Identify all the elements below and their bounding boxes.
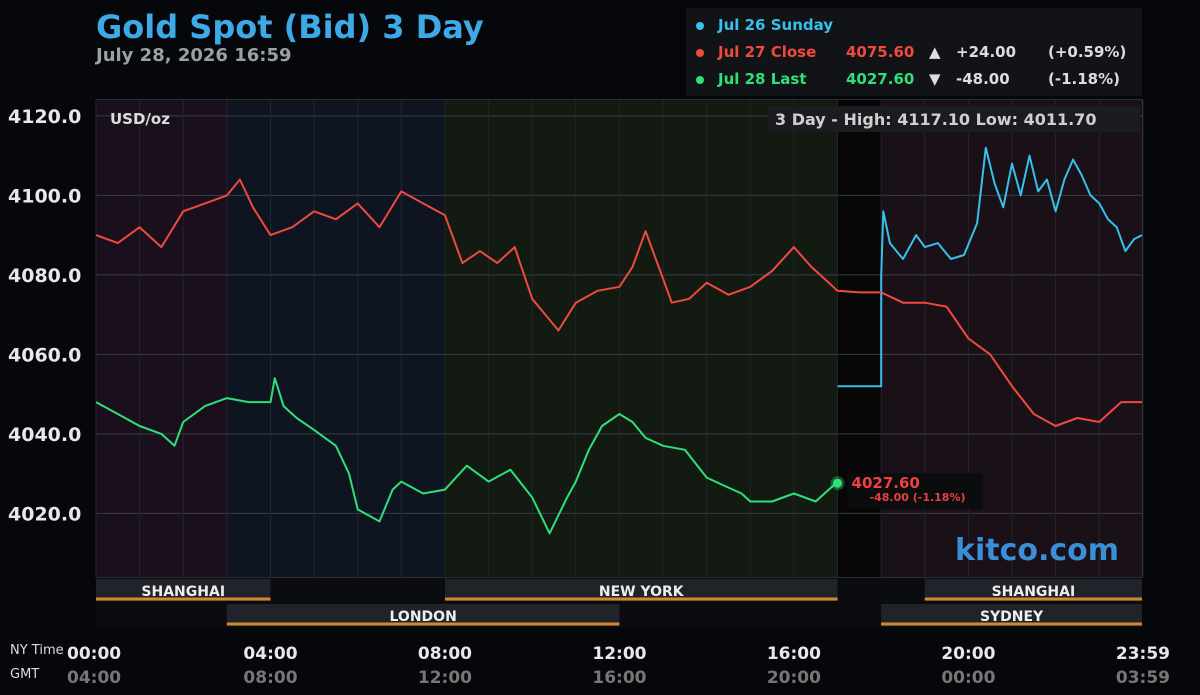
x-tick-label-gmt: 00:00	[941, 668, 995, 688]
session-row1-bg	[96, 579, 271, 601]
legend-dot-icon	[696, 49, 704, 57]
legend-label: Jul 28 Last	[718, 70, 807, 88]
last-price-dot	[833, 478, 843, 488]
y-tick-label: 4040.0	[8, 424, 81, 446]
last-price-label: 4027.60	[852, 474, 920, 492]
x-tick-label-gmt: 16:00	[592, 668, 646, 688]
series-line-2	[95, 377, 838, 535]
session-label: SHANGHAI	[992, 584, 1076, 600]
range-label-bg	[768, 106, 1140, 132]
y-tick-label: 4120.0	[8, 106, 81, 128]
x-tick-label-gmt: 20:00	[767, 668, 821, 688]
y-tick-label: 4020.0	[8, 503, 81, 525]
legend-value: 4075.60	[846, 43, 915, 61]
series-line-0	[837, 146, 1143, 388]
legend-percent: (+0.59%)	[1048, 43, 1127, 61]
last-price-change: -48.00 (-1.18%)	[870, 491, 966, 504]
x-tick-label-ny: 12:00	[592, 644, 646, 664]
x-tick-label-ny: 04:00	[243, 644, 297, 664]
x-tick-label-gmt: 04:00	[67, 668, 121, 688]
legend-label: Jul 26 Sunday	[718, 16, 834, 34]
legend-dot-icon	[696, 76, 704, 84]
x-tick-label-ny: 23:59	[1116, 644, 1170, 664]
session-label: SHANGHAI	[141, 584, 225, 600]
session-band	[96, 100, 227, 577]
x-tick-label-ny: 00:00	[67, 644, 121, 664]
legend-percent: (-1.18%)	[1048, 70, 1120, 88]
x-tick-label-ny: 16:00	[767, 644, 821, 664]
down-arrow-icon: ▼	[929, 70, 941, 88]
brand-watermark: kitco.com	[955, 533, 1119, 568]
legend-label: Jul 27 Close	[718, 43, 817, 61]
legend-change: -48.00	[956, 70, 1010, 88]
legend-dot-icon	[696, 22, 704, 30]
x-tick-label-gmt: 03:59	[1116, 668, 1170, 688]
range-label: 3 Day - High: 4117.10 Low: 4011.70	[775, 110, 1096, 129]
session-row1-bg	[924, 579, 1142, 601]
last-price-box	[847, 473, 983, 510]
series-lines: 4027.60-48.00 (-1.18%)	[95, 146, 1143, 535]
unit-label: USD/oz	[110, 110, 170, 128]
x-tick-label-gmt: 12:00	[418, 668, 472, 688]
chart-timestamp: July 28, 2026 16:59	[96, 45, 292, 66]
up-arrow-icon: ▲	[929, 43, 941, 61]
session-band	[444, 100, 838, 577]
legend-row-last: Jul 28 Last 4027.60 ▼ -48.00 (-1.18%)	[686, 70, 1142, 92]
legend-row-sunday: Jul 26 Sunday	[686, 16, 1142, 38]
session-label: NEW YORK	[599, 584, 685, 600]
chart-title: Gold Spot (Bid) 3 Day	[96, 8, 484, 46]
session-label: LONDON	[390, 609, 457, 625]
series-line-1	[95, 178, 1142, 427]
session-row2-bg	[226, 604, 620, 626]
axes: 4120.0 4100.0 4080.0 4060.0 4040.0 4020.0 00:0…	[8, 106, 1170, 688]
gmt-label: GMT	[10, 667, 39, 682]
session-row2-bg	[881, 604, 1142, 626]
legend-row-close: Jul 27 Close 4075.60 ▲ +24.00 (+0.59%)	[686, 43, 1142, 65]
market-sessions: SHANGHAI NEW YORK SHANGHAI LONDON SYDNEY	[96, 578, 1142, 628]
x-tick-label-gmt: 08:00	[243, 668, 297, 688]
ny-time-label: NY Time	[10, 643, 64, 658]
legend-value: 4027.60	[846, 70, 915, 88]
legend-change: +24.00	[956, 43, 1017, 61]
legend: Jul 26 Sunday Jul 27 Close 4075.60 ▲ +24…	[686, 8, 1142, 96]
y-tick-label: 4080.0	[8, 265, 81, 287]
y-tick-label: 4100.0	[8, 185, 81, 207]
session-row1-bg	[444, 579, 838, 601]
session-band	[226, 100, 445, 577]
x-tick-label-ny: 20:00	[941, 644, 995, 664]
session-label: SYDNEY	[980, 609, 1044, 625]
y-tick-label: 4060.0	[8, 344, 81, 366]
x-tick-label-ny: 08:00	[418, 644, 472, 664]
